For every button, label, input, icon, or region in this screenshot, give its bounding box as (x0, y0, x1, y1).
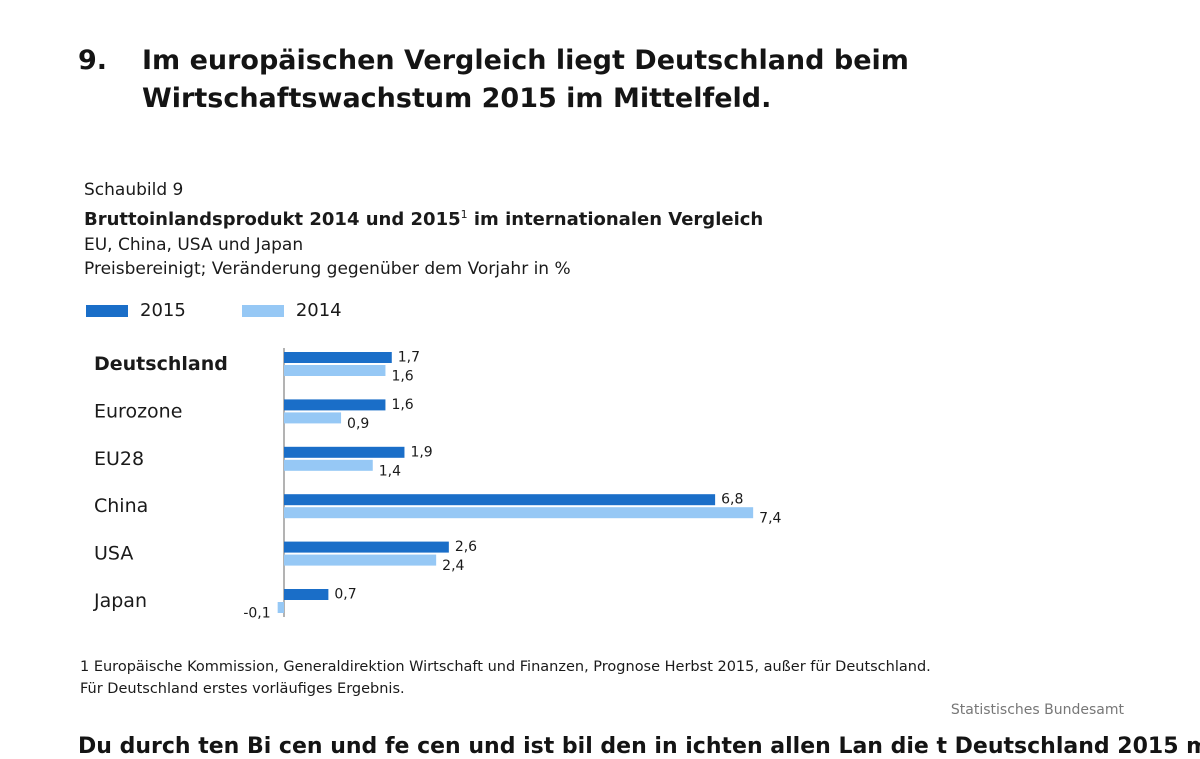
legend-label-2014: 2014 (295, 300, 342, 321)
footnote: 1 Europäische Kommission, Generaldirekti… (80, 656, 931, 700)
chart-legend: 2015 2014 (86, 300, 398, 321)
bar-2015-deutschland (284, 352, 392, 363)
category-label-eu28: EU28 (94, 448, 144, 470)
section-number: 9. (78, 45, 108, 76)
chart-title: Bruttoinlandsprodukt 2014 und 20151 im i… (84, 202, 763, 233)
value-label-2015-usa: 2,6 (455, 539, 477, 555)
value-label-2014-china: 7,4 (759, 511, 781, 527)
legend-item-2015: 2015 (86, 300, 186, 321)
value-label-2015-japan: 0,7 (334, 587, 356, 603)
footnote-line-1: 1 Europäische Kommission, Generaldirekti… (80, 659, 931, 675)
legend-swatch-2015 (86, 304, 128, 317)
footnote-marker: 1 (460, 208, 468, 221)
footnote-line-2: Für Deutschland erstes vorläufiges Ergeb… (80, 681, 405, 697)
chart-caption: Schaubild 9 Bruttoinlandsprodukt 2014 un… (84, 178, 763, 281)
bar-2014-eurozone (284, 412, 342, 424)
legend-swatch-2014 (241, 304, 284, 317)
source-label: Statistisches Bundesamt (950, 702, 1124, 718)
value-label-2014-usa: 2,4 (442, 558, 464, 574)
value-label-2014-eu28: 1,4 (379, 463, 401, 479)
value-label-2014-japan: -0,1 (243, 606, 270, 622)
value-label-2014-eurozone: 0,9 (347, 416, 369, 432)
bar-2014-japan (277, 602, 284, 613)
bar-2015-eu28 (284, 446, 405, 458)
chart-title-main: Bruttoinlandsprodukt 2014 und 2015 (84, 209, 461, 230)
value-label-2015-eurozone: 1,6 (391, 397, 413, 413)
cutoff-body-text: Du durch ten Bi cen und fe cen und ist b… (78, 734, 1200, 759)
chart-subtitle-regions: EU, China, USA und Japan (84, 235, 304, 255)
bar-2015-china (284, 494, 716, 506)
bar-2014-usa (284, 554, 437, 566)
value-label-2015-deutschland: 1,7 (398, 350, 420, 366)
category-label-japan: Japan (93, 590, 147, 612)
bar-2015-japan (284, 589, 329, 600)
chart-label: Schaubild 9 (84, 180, 184, 200)
section-heading: 9. Im europäischen Vergleich liegt Deuts… (78, 42, 1102, 118)
bar-2014-china (284, 507, 754, 519)
chart-title-rest: im internationalen Vergleich (467, 209, 764, 230)
value-label-2015-eu28: 1,9 (410, 444, 432, 460)
category-label-eurozone: Eurozone (94, 400, 182, 422)
legend-item-2014: 2014 (241, 300, 342, 321)
value-label-2014-deutschland: 1,6 (391, 369, 413, 385)
bar-2014-deutschland (284, 365, 386, 376)
section-title: Im europäischen Vergleich liegt Deutschl… (142, 45, 909, 114)
bar-2015-usa (284, 541, 449, 553)
bar-2014-eu28 (284, 459, 373, 471)
category-label-deutschland: Deutschland (94, 353, 228, 375)
legend-label-2015: 2015 (140, 300, 186, 321)
bar-2015-eurozone (284, 399, 386, 411)
category-label-china: China (94, 495, 148, 517)
chart-subtitle-unit: Preisbereinigt; Veränderung gegenüber de… (84, 259, 571, 279)
category-label-usa: USA (94, 543, 133, 565)
value-label-2015-china: 6,8 (721, 492, 743, 508)
